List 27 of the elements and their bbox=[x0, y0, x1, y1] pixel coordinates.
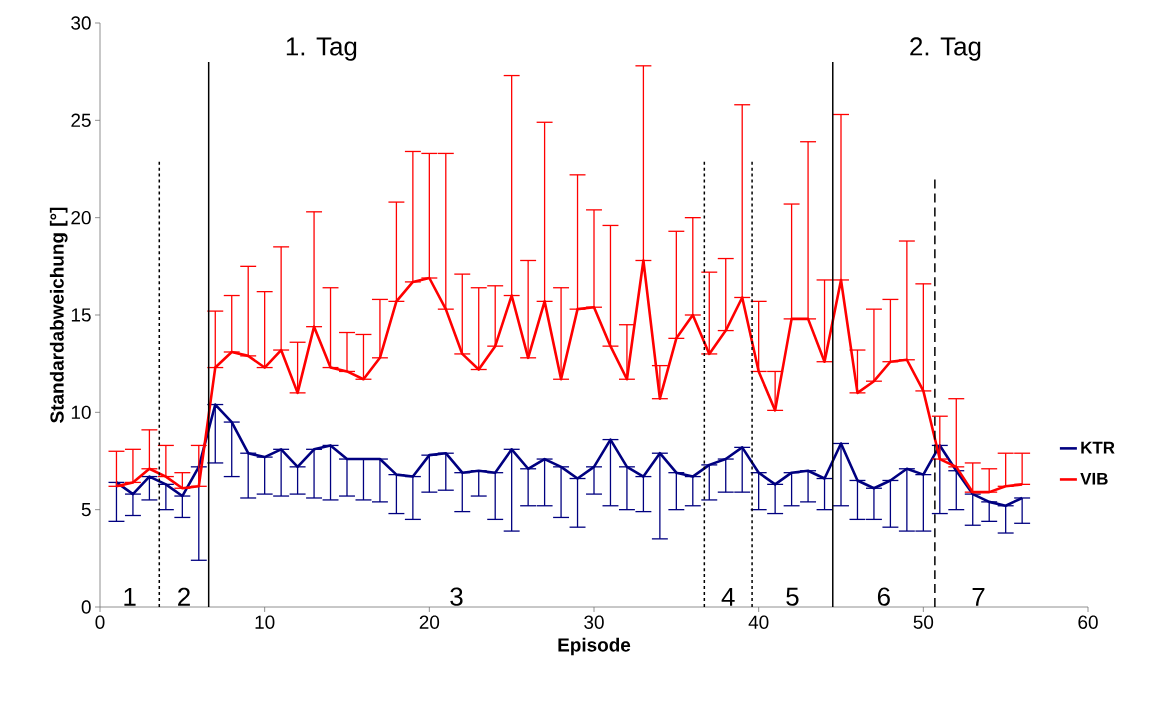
x-tick-label: 40 bbox=[748, 615, 769, 629]
x-tick-label: 10 bbox=[255, 615, 275, 629]
x-tick-label: 20 bbox=[419, 615, 440, 629]
legend-label: VIB bbox=[1080, 472, 1108, 485]
y-tick-label: 0 bbox=[81, 600, 91, 614]
annotation: 4 bbox=[721, 587, 735, 606]
y-tick-label: 10 bbox=[71, 405, 91, 420]
y-tick-label: 30 bbox=[71, 16, 91, 30]
x-tick-label: 60 bbox=[1078, 615, 1098, 629]
annotation: 7 bbox=[972, 587, 985, 606]
x-tick-label: 30 bbox=[584, 615, 604, 629]
annotation: 5 bbox=[786, 587, 799, 606]
x-tick-label: 0 bbox=[95, 615, 105, 629]
y-tick-label: 15 bbox=[71, 308, 91, 322]
y-tick-label: 25 bbox=[71, 113, 91, 128]
annotation: 1 bbox=[124, 587, 136, 606]
annotation: 2. Tag bbox=[910, 37, 981, 61]
y-tick-label: 20 bbox=[71, 210, 91, 225]
annotation: 3 bbox=[450, 587, 463, 606]
y-axis-title: Standardabweichung [°] bbox=[49, 207, 68, 423]
legend-label: KTR bbox=[1081, 441, 1115, 454]
annotation: 1. Tag bbox=[286, 37, 357, 61]
x-axis-title: Episode bbox=[558, 637, 631, 656]
x-tick-label: 50 bbox=[913, 615, 934, 629]
annotation: 6 bbox=[877, 587, 890, 606]
y-tick-label: 5 bbox=[81, 503, 91, 517]
annotation: 2 bbox=[178, 587, 190, 606]
